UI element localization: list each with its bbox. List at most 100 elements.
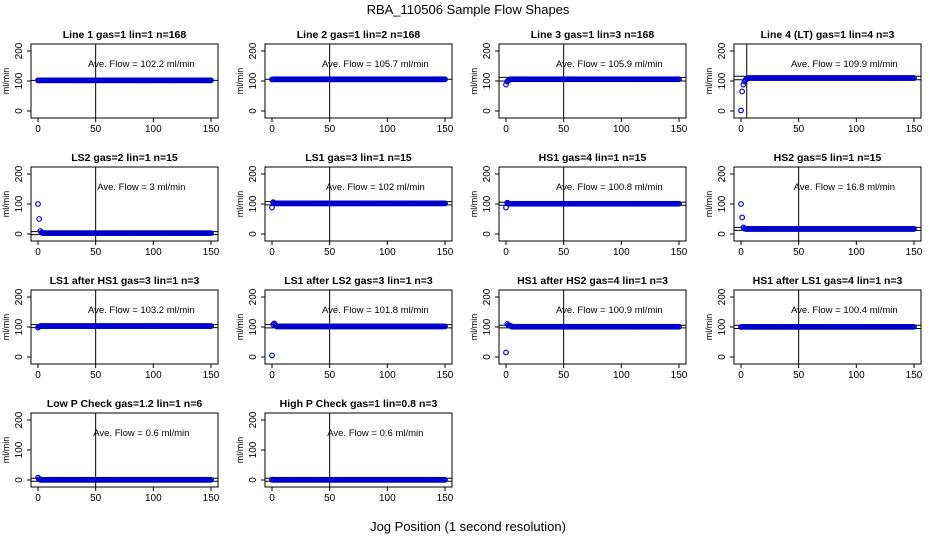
panel-6: LS1 gas=3 lin=1 n=15 0 50 100 150 0 100 200ml/m… [235, 152, 454, 258]
y-tick-label: 0 [248, 354, 259, 360]
x-tick-label: 150 [437, 370, 454, 381]
y-axis-label: ml/min [235, 437, 245, 464]
average-flow-annotation: Ave. Flow = 100.8 ml/min [556, 182, 663, 193]
panel-title: HS1 after LS1 gas=4 lin=1 n=3 [753, 275, 903, 287]
x-tick-label: 150 [437, 493, 454, 504]
x-tick-label: 0 [738, 247, 744, 258]
x-tick-label: 50 [793, 124, 805, 135]
y-tick-label: 200 [717, 288, 728, 305]
x-tick-label: 50 [90, 370, 102, 381]
data-point [739, 214, 746, 221]
panel-13: Low P Check gas=1.2 lin=1 n=6 0 50 100 150 0 1… [1, 398, 220, 504]
data-point [269, 204, 275, 211]
x-tick-label: 0 [269, 124, 275, 135]
data-point [911, 226, 917, 232]
x-tick-label: 100 [613, 247, 630, 258]
x-tick-label: 50 [558, 124, 570, 135]
data-point [676, 200, 682, 207]
panel-8: HS2 gas=5 lin=1 n=15 0 50 100 150 0 100 200ml/m… [704, 152, 923, 258]
y-tick-label: 100 [14, 72, 25, 89]
panel-2: Line 2 gas=1 lin=2 n=168 0 50 100 150 0 100 200… [235, 29, 454, 135]
x-tick-label: 0 [269, 370, 275, 381]
y-tick-label: 200 [482, 165, 493, 182]
data-point [503, 81, 509, 88]
y-tick-label: 200 [482, 42, 493, 59]
y-axis-label: ml/min [1, 191, 11, 218]
y-tick-label: 100 [482, 195, 493, 212]
data-point [208, 230, 214, 237]
y-tick-label: 100 [248, 441, 259, 458]
y-axis-label: ml/min [235, 68, 245, 95]
y-tick-label: 0 [14, 108, 25, 114]
average-flow-annotation: Ave. Flow = 16.8 ml/min [794, 182, 895, 193]
x-tick-label: 50 [324, 370, 336, 381]
x-tick-label: 150 [203, 247, 220, 258]
panel-3: Line 3 gas=1 lin=3 n=168 0 50 100 150 0 100 200… [469, 29, 688, 135]
panel-5: LS2 gas=2 lin=1 n=15 0 50 100 150 0 100 200ml/m… [1, 152, 220, 258]
panel-title: LS1 after HS1 gas=3 lin=1 n=3 [50, 275, 200, 287]
x-tick-label: 50 [324, 493, 336, 504]
x-tick-label: 0 [738, 124, 744, 135]
data-point [738, 201, 744, 207]
x-tick-label: 100 [145, 247, 162, 258]
y-tick-label: 0 [14, 477, 25, 483]
y-tick-label: 200 [14, 288, 25, 305]
x-tick-label: 0 [269, 247, 275, 258]
x-tick-label: 50 [324, 247, 336, 258]
panel-title: High P Check gas=1 lin=0.8 n=3 [280, 398, 438, 410]
x-tick-label: 0 [35, 247, 41, 258]
panel-10: LS1 after LS2 gas=3 lin=1 n=3 0 50 100 150 0 1… [235, 275, 454, 381]
y-tick-label: 200 [248, 42, 259, 59]
x-tick-label: 0 [503, 370, 509, 381]
data-point [208, 323, 214, 329]
average-flow-annotation: Ave. Flow = 101.8 ml/min [322, 305, 429, 316]
x-tick-label: 50 [324, 124, 336, 135]
panel-9: LS1 after HS1 gas=3 lin=1 n=3 0 50 100 150 0 1… [1, 275, 220, 381]
panel-1: Line 1 gas=1 lin=1 n=168 0 50 100 150 0 100 200… [1, 29, 220, 135]
panel-title: LS2 gas=2 lin=1 n=15 [71, 152, 178, 164]
plot-frame [264, 412, 453, 488]
data-point [35, 201, 41, 207]
x-tick-label: 0 [35, 124, 41, 135]
x-tick-label: 50 [90, 124, 102, 135]
y-tick-label: 0 [248, 477, 259, 483]
x-tick-label: 150 [437, 247, 454, 258]
data-point [442, 200, 448, 207]
y-axis-label: ml/min [704, 68, 714, 95]
panel-title: Line 2 gas=1 lin=2 n=168 [297, 29, 421, 41]
x-tick-label: 100 [145, 124, 162, 135]
data-point [676, 76, 682, 83]
y-tick-label: 0 [14, 354, 25, 360]
x-tick-label: 100 [613, 370, 630, 381]
panel-title: Line 3 gas=1 lin=3 n=168 [531, 29, 655, 41]
x-tick-label: 50 [90, 493, 102, 504]
y-tick-label: 200 [717, 165, 728, 182]
y-tick-label: 0 [248, 231, 259, 237]
y-axis-label: ml/min [1, 314, 11, 341]
y-tick-label: 200 [717, 42, 728, 59]
x-tick-label: 50 [90, 247, 102, 258]
x-tick-label: 150 [671, 370, 688, 381]
x-tick-label: 150 [203, 124, 220, 135]
data-point [442, 76, 448, 83]
y-axis-label: ml/min [1, 68, 11, 95]
data-point [442, 323, 448, 330]
y-tick-label: 100 [14, 441, 25, 458]
panels: Line 1 gas=1 lin=1 n=168 0 50 100 150 0 100 200… [1, 29, 923, 504]
y-tick-label: 100 [248, 318, 259, 335]
y-tick-label: 0 [717, 231, 728, 237]
x-tick-label: 0 [738, 370, 744, 381]
y-tick-label: 200 [248, 411, 259, 428]
x-tick-label: 50 [558, 370, 570, 381]
figure-xlabel: Jog Position (1 second resolution) [370, 519, 566, 534]
x-tick-label: 0 [503, 124, 509, 135]
y-tick-label: 100 [14, 195, 25, 212]
y-tick-label: 200 [14, 42, 25, 59]
y-tick-label: 100 [248, 195, 259, 212]
data-point [740, 81, 747, 88]
data-point [738, 107, 744, 114]
y-tick-label: 0 [717, 354, 728, 360]
plot-frame [30, 166, 219, 242]
average-flow-annotation: Ave. Flow = 105.9 ml/min [556, 59, 663, 70]
panel-title: HS2 gas=5 lin=1 n=15 [774, 152, 882, 164]
